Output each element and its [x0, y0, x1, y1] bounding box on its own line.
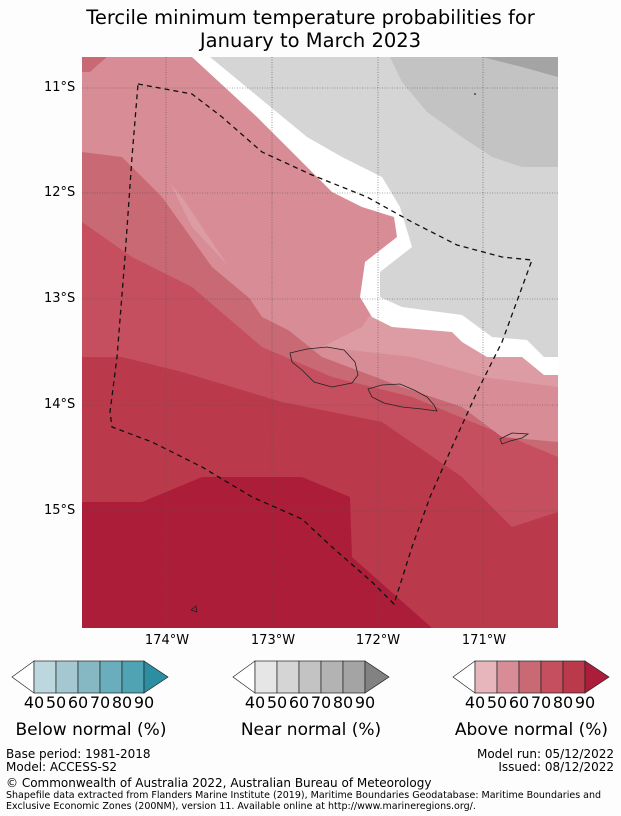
cb-below-80 [121, 660, 145, 694]
cb-above-40 [474, 660, 498, 694]
cb-below-high-extend [143, 660, 169, 694]
tick: 80 [552, 693, 574, 712]
cb-above-60 [518, 660, 542, 694]
lat-label-12s: 12°S [44, 185, 76, 200]
copyright-notice: © Commonwealth of Australia 2022, Austra… [6, 776, 432, 790]
lat-label-13s: 13°S [44, 291, 76, 306]
cb-near-40 [254, 660, 278, 694]
cb-near-low-extend [232, 660, 256, 694]
cb-below-40 [33, 660, 57, 694]
tick: 60 [67, 693, 89, 712]
tick: 70 [89, 693, 111, 712]
colorbar-below-normal [11, 660, 169, 694]
tick: 50 [486, 693, 508, 712]
tick: 70 [310, 693, 332, 712]
colorbar-above-title: Above normal (%) [454, 720, 609, 740]
cb-above-50 [496, 660, 520, 694]
tick: 60 [508, 693, 530, 712]
tick: 90 [133, 693, 155, 712]
title-line-2: January to March 2023 [199, 29, 422, 52]
lon-label-171w: 171°W [461, 633, 507, 648]
tick: 90 [354, 693, 376, 712]
cb-below-low-extend [11, 660, 35, 694]
tick: 50 [45, 693, 67, 712]
colorbar-near-ticks: 40 50 60 70 80 90 [244, 693, 376, 712]
base-period: Base period: 1981-2018 [6, 747, 151, 761]
lon-label-173w: 173°W [250, 633, 296, 648]
colorbar-above-normal [452, 660, 610, 694]
tick: 40 [464, 693, 486, 712]
colorbar-near-title: Near normal (%) [240, 720, 382, 740]
above-50-inner [82, 57, 402, 347]
probability-map [82, 57, 558, 628]
cb-below-60 [77, 660, 101, 694]
shapefile-credit-line-2: Exclusive Economic Zones (200NM), versio… [6, 801, 476, 812]
tick: 40 [23, 693, 45, 712]
small-island-north [474, 93, 476, 95]
cb-above-80 [562, 660, 586, 694]
cb-below-50 [55, 660, 79, 694]
tick: 60 [288, 693, 310, 712]
cb-near-70 [320, 660, 344, 694]
model-run-date: Model run: 05/12/2022 [476, 747, 614, 761]
issued-date: Issued: 08/12/2022 [498, 760, 614, 774]
colorbar-near-normal [232, 660, 390, 694]
upper-left-above-region [82, 57, 107, 72]
tutuila-island [499, 432, 530, 445]
tick: 50 [266, 693, 288, 712]
cb-above-high-extend [584, 660, 610, 694]
cb-above-low-extend [452, 660, 476, 694]
tick: 90 [574, 693, 596, 712]
cb-near-60 [298, 660, 322, 694]
lat-label-14s: 14°S [44, 397, 76, 412]
gridlines [82, 57, 558, 628]
lat-label-11s: 11°S [44, 80, 76, 95]
model-name: Model: ACCESS-S2 [6, 760, 118, 774]
near-50-region [390, 57, 558, 167]
title-line-1: Tercile minimum temperature probabilitie… [86, 6, 535, 29]
tick: 80 [332, 693, 354, 712]
near-60-region [482, 57, 558, 77]
shapefile-credit-line-1: Shapefile data extracted from Flanders M… [6, 790, 602, 801]
cb-below-70 [99, 660, 123, 694]
cb-near-high-extend [364, 660, 390, 694]
lon-label-174w: 174°W [144, 633, 190, 648]
lon-label-172w: 172°W [355, 633, 401, 648]
savaii-island [289, 346, 359, 388]
colorbar-below-ticks: 40 50 60 70 80 90 [23, 693, 155, 712]
small-island-south [190, 605, 198, 613]
upolu-island [367, 383, 438, 412]
tick: 80 [111, 693, 133, 712]
colorbar-above-ticks: 40 50 60 70 80 90 [464, 693, 596, 712]
tick: 70 [530, 693, 552, 712]
cb-above-70 [540, 660, 564, 694]
map-title: Tercile minimum temperature probabilitie… [0, 6, 621, 52]
lat-label-15s: 15°S [44, 503, 76, 518]
tick: 40 [244, 693, 266, 712]
colorbar-below-title: Below normal (%) [15, 720, 167, 740]
cb-near-80 [342, 660, 366, 694]
eez-boundary [109, 83, 533, 606]
cb-near-50 [276, 660, 300, 694]
